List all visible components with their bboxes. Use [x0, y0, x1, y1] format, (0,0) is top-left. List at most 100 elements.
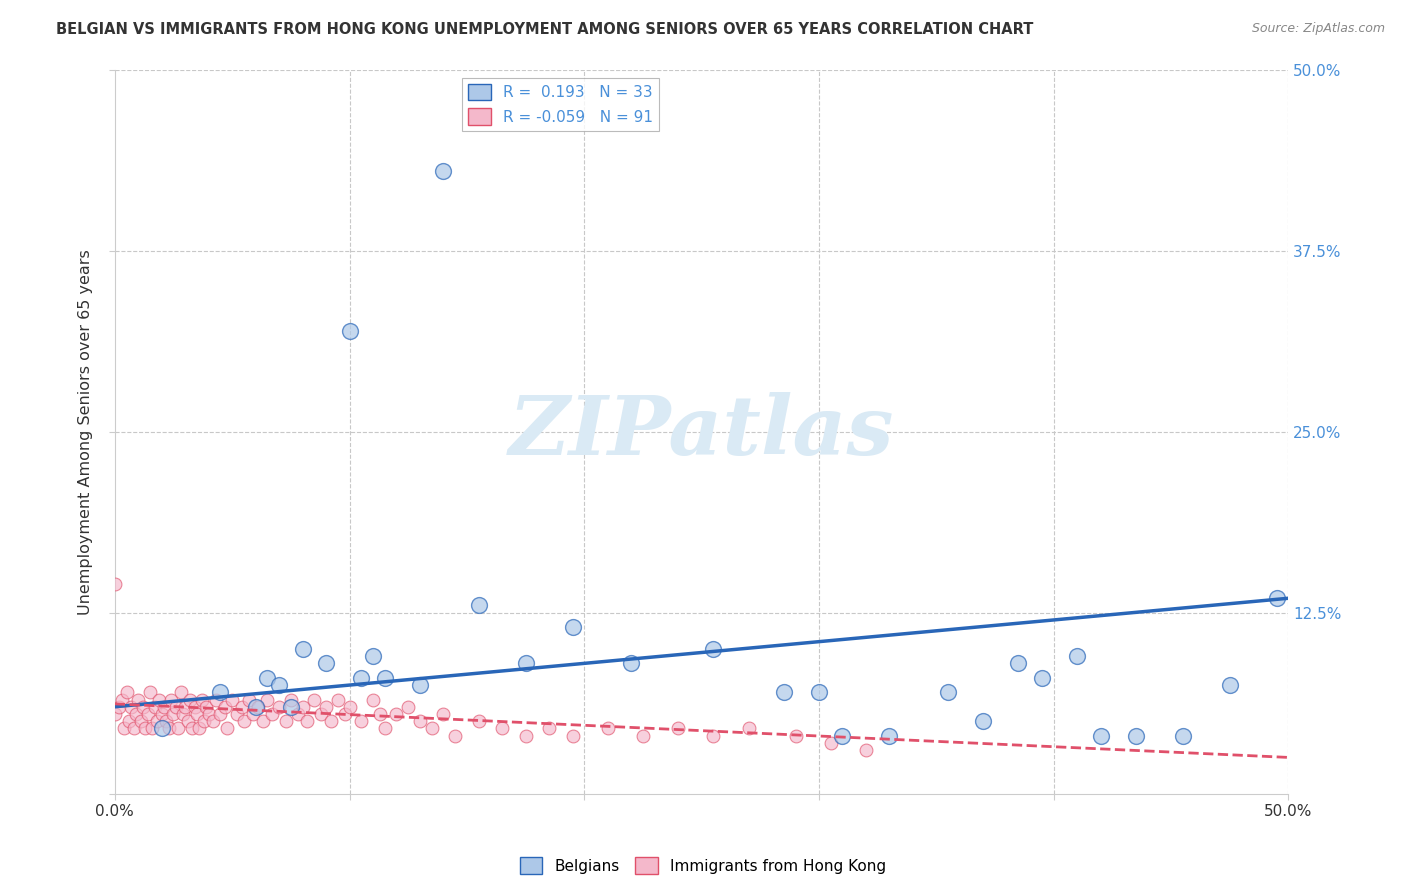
Point: [225, 706, 247, 721]
Point: [1090, 729, 1112, 743]
Point: [256, 671, 278, 685]
Point: [242, 706, 264, 721]
Point: [326, 692, 349, 706]
Point: [197, 706, 219, 721]
Point: [287, 706, 309, 721]
Point: [820, 736, 842, 750]
Point: [202, 714, 225, 729]
Point: [132, 699, 155, 714]
Point: [108, 699, 131, 714]
Point: [157, 722, 180, 736]
Point: [311, 706, 333, 721]
Point: [252, 714, 274, 729]
Y-axis label: Unemployment Among Seniors over 65 years: Unemployment Among Seniors over 65 years: [79, 249, 93, 615]
Point: [246, 699, 269, 714]
Point: [1007, 657, 1029, 671]
Point: [1219, 678, 1241, 692]
Point: [160, 692, 183, 706]
Point: [141, 722, 163, 736]
Point: [179, 692, 201, 706]
Point: [129, 714, 152, 729]
Text: ZIPatlas: ZIPatlas: [509, 392, 894, 472]
Point: [209, 685, 232, 699]
Point: [195, 699, 218, 714]
Point: [702, 641, 724, 656]
Point: [174, 699, 197, 714]
Point: [186, 706, 208, 721]
Point: [361, 649, 384, 664]
Point: [879, 729, 901, 743]
Point: [1066, 649, 1088, 664]
Point: [631, 729, 654, 743]
Point: [172, 706, 194, 721]
Text: BELGIAN VS IMMIGRANTS FROM HONG KONG UNEMPLOYMENT AMONG SENIORS OVER 65 YEARS CO: BELGIAN VS IMMIGRANTS FROM HONG KONG UNE…: [56, 22, 1033, 37]
Point: [204, 692, 226, 706]
Point: [122, 722, 145, 736]
Point: [232, 714, 254, 729]
Point: [737, 722, 759, 736]
Point: [432, 706, 454, 721]
Point: [127, 692, 149, 706]
Point: [125, 706, 148, 721]
Point: [807, 685, 830, 699]
Point: [217, 722, 239, 736]
Point: [118, 714, 141, 729]
Point: [120, 699, 142, 714]
Point: [432, 164, 454, 178]
Point: [221, 692, 243, 706]
Point: [280, 692, 302, 706]
Point: [245, 699, 267, 714]
Point: [409, 714, 432, 729]
Point: [666, 722, 689, 736]
Point: [467, 599, 489, 613]
Point: [190, 692, 212, 706]
Point: [409, 678, 432, 692]
Point: [1265, 591, 1288, 606]
Point: [1125, 729, 1147, 743]
Point: [561, 620, 583, 634]
Point: [772, 685, 794, 699]
Legend: Belgians, Immigrants from Hong Kong: Belgians, Immigrants from Hong Kong: [513, 851, 893, 880]
Point: [280, 699, 302, 714]
Point: [148, 692, 170, 706]
Point: [169, 685, 191, 699]
Point: [596, 722, 619, 736]
Point: [620, 657, 643, 671]
Point: [167, 722, 190, 736]
Point: [515, 729, 537, 743]
Point: [214, 699, 236, 714]
Point: [315, 699, 337, 714]
Point: [238, 692, 260, 706]
Point: [1031, 671, 1053, 685]
Point: [297, 714, 319, 729]
Legend: R =  0.193   N = 33, R = -0.059   N = 91: R = 0.193 N = 33, R = -0.059 N = 91: [463, 78, 659, 131]
Point: [315, 657, 337, 671]
Point: [143, 699, 166, 714]
Point: [444, 729, 467, 743]
Point: [333, 706, 356, 721]
Point: [972, 714, 994, 729]
Point: [385, 706, 408, 721]
Point: [339, 699, 361, 714]
Point: [1171, 729, 1194, 743]
Point: [193, 714, 215, 729]
Point: [153, 699, 176, 714]
Point: [262, 706, 284, 721]
Point: [374, 671, 396, 685]
Point: [368, 706, 391, 721]
Point: [467, 714, 489, 729]
Point: [291, 641, 314, 656]
Point: [209, 706, 232, 721]
Point: [269, 699, 291, 714]
Point: [339, 324, 361, 338]
Point: [420, 722, 443, 736]
Point: [291, 699, 314, 714]
Point: [155, 714, 177, 729]
Point: [139, 685, 162, 699]
Point: [361, 692, 384, 706]
Point: [350, 714, 373, 729]
Point: [150, 706, 173, 721]
Point: [831, 729, 853, 743]
Point: [396, 699, 419, 714]
Point: [104, 706, 127, 721]
